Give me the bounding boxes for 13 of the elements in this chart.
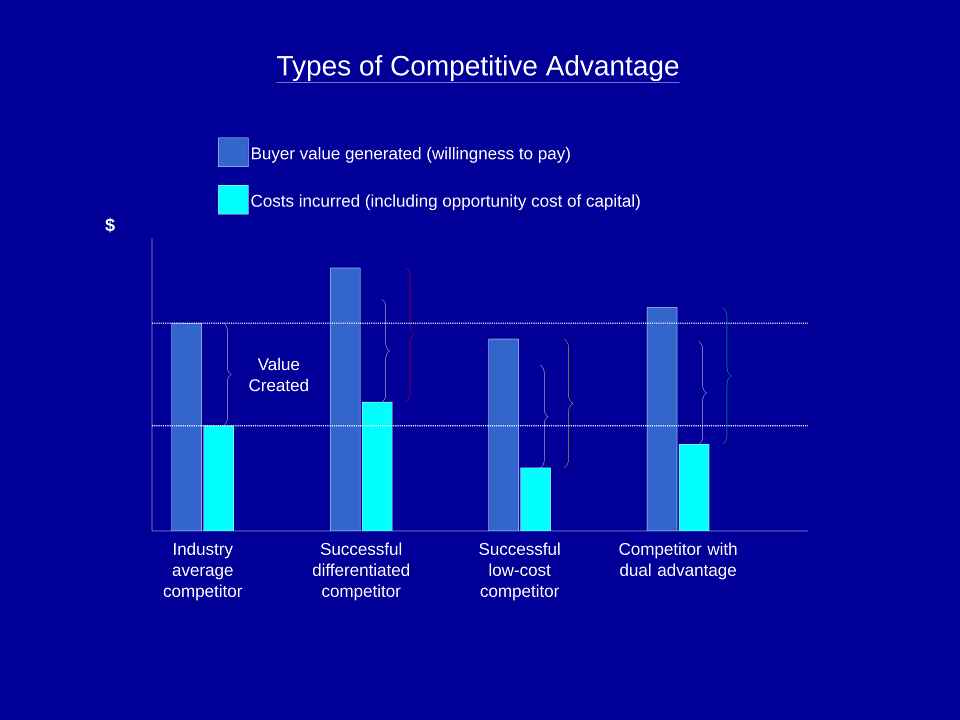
legend-label: Buyer value generated (willingness to pay) <box>252 146 570 163</box>
x-tick-label: Successful low-cost competitor <box>479 542 560 600</box>
bar <box>204 426 234 531</box>
bar <box>520 468 551 531</box>
bar <box>678 444 710 531</box>
x-tick-label: Competitor with dual advantage <box>619 542 736 580</box>
annotation: Value Created <box>249 358 308 392</box>
x-tick-label: Industry average competitor <box>164 542 242 600</box>
y-axis-title: $ <box>105 218 115 232</box>
legend-label: Costs incurred (including opportunity cost of capital) <box>251 194 640 210</box>
x-tick-label: Successful differentiated competitor <box>312 542 410 600</box>
bar <box>362 402 392 531</box>
chart-title: Types of Competitive Advantage <box>277 55 678 82</box>
